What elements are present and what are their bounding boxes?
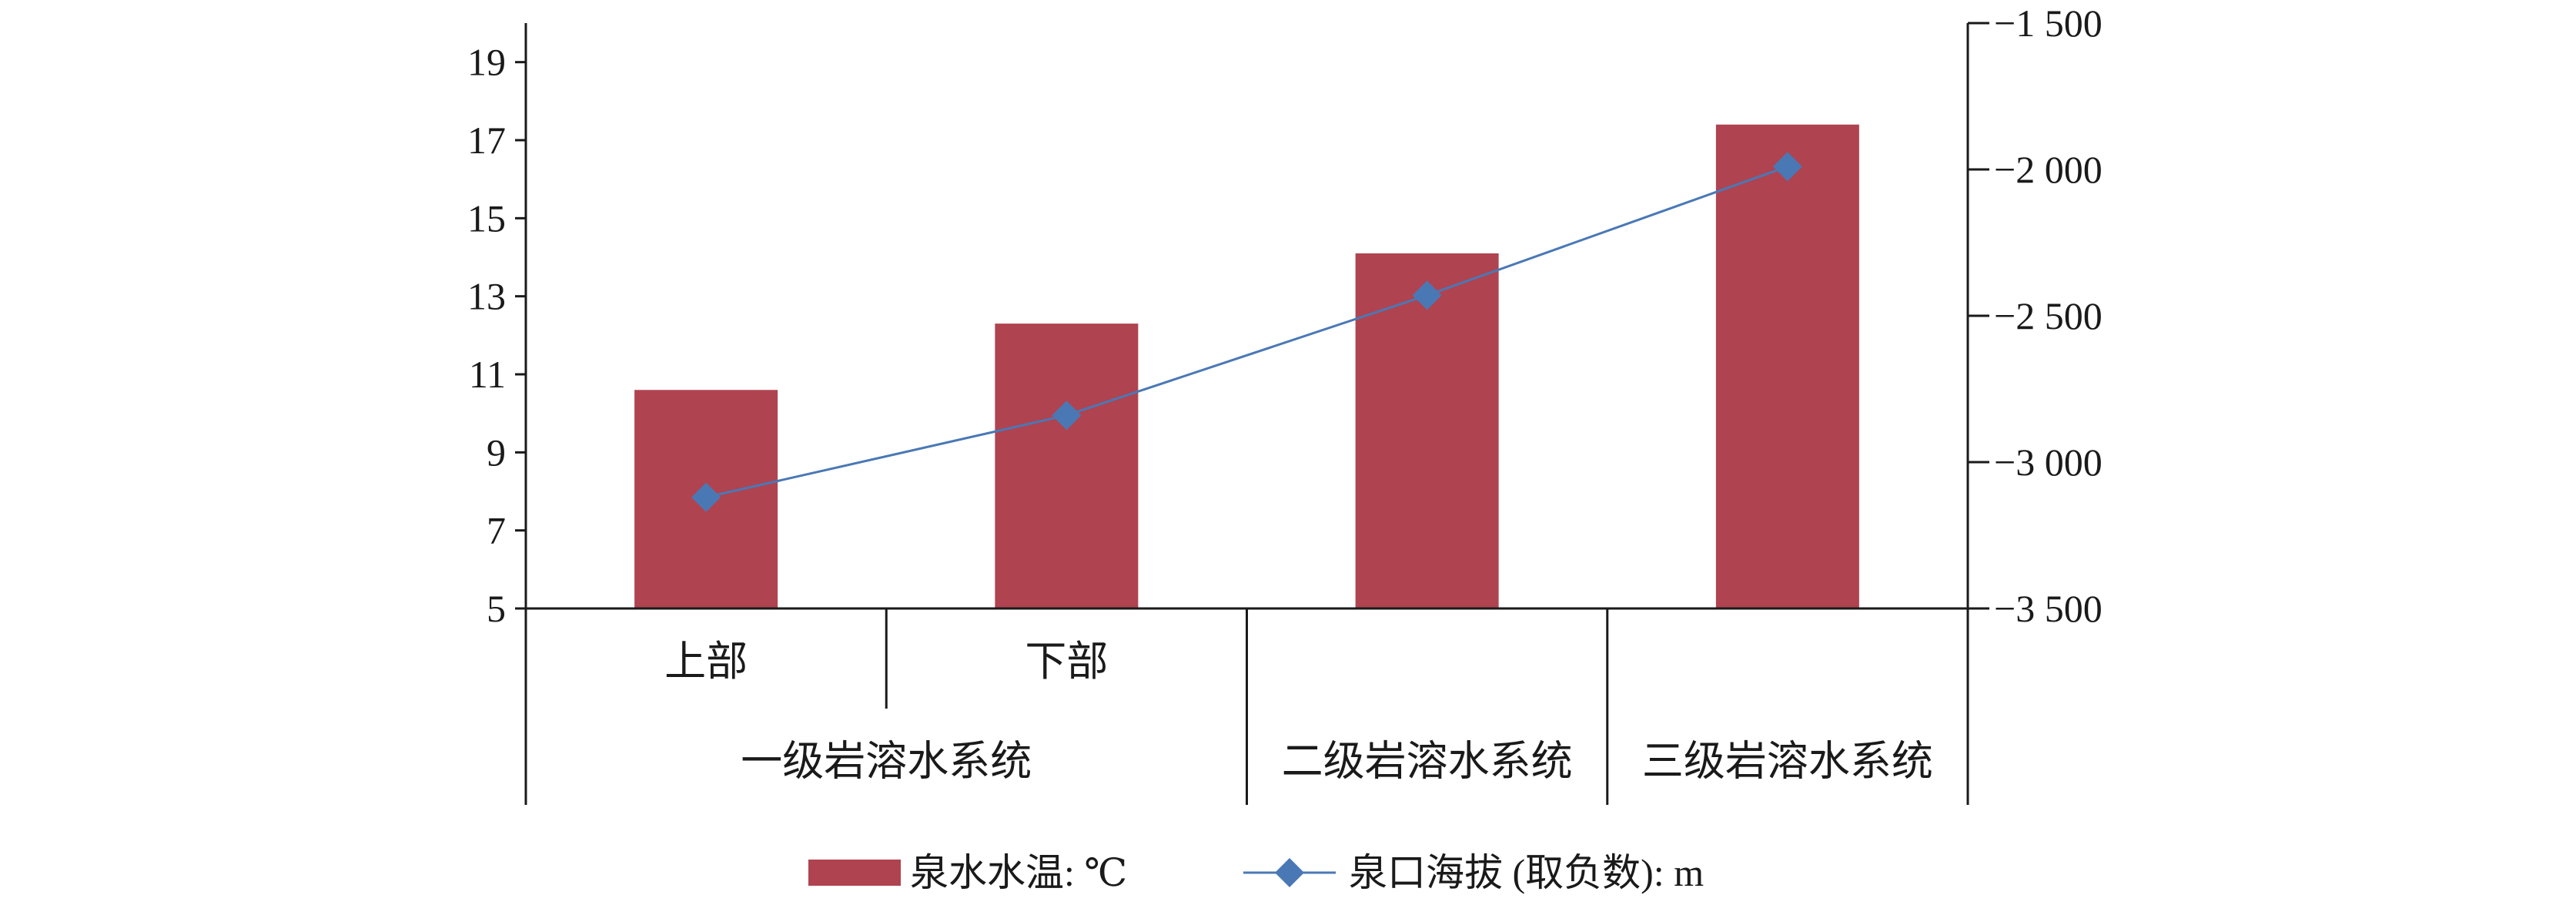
right-tick-label-4: −1 500 [1994,2,2103,45]
left-tick-label-6: 17 [467,119,506,162]
right-tick-label-0: −3 500 [1994,587,2103,630]
elevation-point-1 [1052,401,1082,431]
bars-layer [634,124,1859,608]
right-tick-label-3: −2 000 [1994,148,2103,191]
left-tick-label-1: 7 [487,509,506,552]
right-tick-label-2: −2 500 [1994,294,2103,337]
elevation-line [705,165,1788,499]
bar-3 [1715,124,1859,608]
left-tick-label-3: 11 [469,353,506,396]
bar-2 [1355,253,1499,608]
category-label-1: 下部 [1025,639,1108,685]
right-tick-label-1: −3 000 [1994,441,2103,484]
left-tick-label-2: 9 [487,431,506,474]
left-tick-label-0: 5 [487,587,506,630]
legend-label-bar: 泉水水温: ℃ [910,851,1127,894]
line-layer [691,152,1802,512]
left-tick-label-5: 15 [467,196,506,240]
legend: 泉水水温: ℃ 泉口海拔 (取负数): m [808,851,1704,894]
legend-swatch-bar [808,860,901,886]
category-label-0: 上部 [664,639,748,685]
left-tick-label-4: 13 [467,275,506,318]
elevation-point-2 [1412,280,1442,310]
legend-diamond-icon [1275,858,1304,887]
elevation-point-0 [691,482,721,512]
elevation-point-3 [1772,152,1802,182]
legend-label-line: 泉口海拔 (取负数): m [1349,851,1704,894]
bar-1 [995,323,1139,608]
axes-layer: 5 7 9 11 13 15 17 19 −3 500 −3 000 −2 500 −2 000 −1 … [467,2,2103,805]
group-label-0: 一级岩溶水系统 [741,739,1032,785]
group-label-1: 二级岩溶水系统 [1282,739,1573,785]
left-tick-label-7: 19 [467,41,506,84]
group-label-2: 三级岩溶水系统 [1642,739,1933,785]
